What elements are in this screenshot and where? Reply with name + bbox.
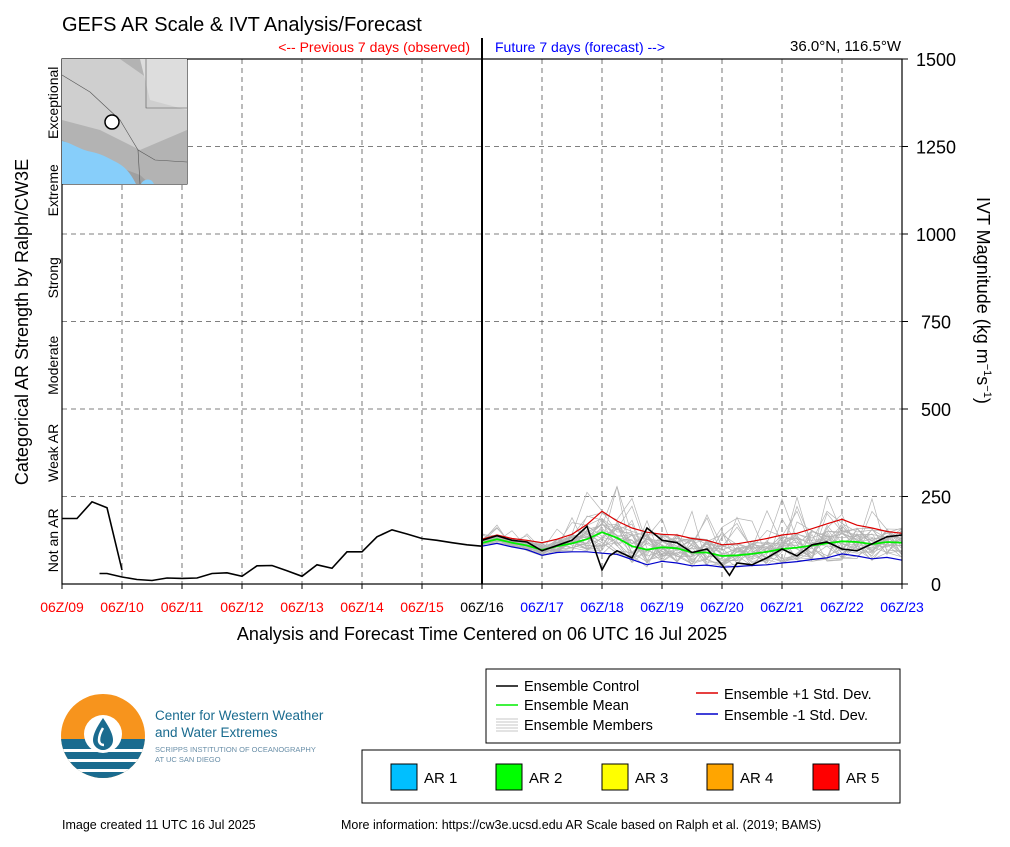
x-tick-label: 06Z/10 xyxy=(100,599,144,615)
x-tick-label: 06Z/18 xyxy=(580,599,624,615)
y-tick-label: 500 xyxy=(921,400,951,420)
ensemble-member-line xyxy=(481,512,903,561)
category-label: Extreme xyxy=(45,164,61,216)
ar-scale-label: AR 1 xyxy=(424,770,457,787)
ar-scale-label: AR 5 xyxy=(846,770,879,787)
ensemble-member-line xyxy=(481,519,903,568)
observed-ivt-line xyxy=(62,500,123,571)
ar-scale-label: AR 4 xyxy=(740,770,773,787)
ensemble-member-line xyxy=(481,513,903,564)
y-tick-label: 750 xyxy=(921,313,951,333)
minus-std-line xyxy=(481,542,903,568)
x-tick-label: 06Z/21 xyxy=(760,599,804,615)
chart-title: GEFS AR Scale & IVT Analysis/Forecast xyxy=(62,14,422,36)
x-tick-label: 06Z/15 xyxy=(400,599,444,615)
x-tick-label: 06Z/22 xyxy=(820,599,864,615)
ar-scale-swatch xyxy=(390,763,418,791)
x-tick-label: 06Z/12 xyxy=(220,599,264,615)
legend-plus-std-label: Ensemble +1 Std. Dev. xyxy=(724,687,872,703)
location-marker xyxy=(104,114,120,130)
y-tick-label: 1250 xyxy=(916,138,956,158)
x-tick-label: 06Z/17 xyxy=(520,599,564,615)
legend-members-label: Ensemble Members xyxy=(524,718,653,734)
more-information: More information: https://cw3e.ucsd.edu … xyxy=(341,818,821,832)
location-label: 36.0°N, 116.5°W xyxy=(790,38,902,55)
legend-mean-label: Ensemble Mean xyxy=(524,698,629,714)
ar-scale-swatch xyxy=(706,763,734,791)
x-tick-label: 06Z/16 xyxy=(460,599,504,615)
y-tick-label: 1500 xyxy=(916,50,956,70)
category-label: Weak AR xyxy=(45,424,61,482)
image-created: Image created 11 UTC 16 Jul 2025 xyxy=(62,818,256,832)
ensemble-member-line xyxy=(481,519,903,566)
cw3e-logo xyxy=(61,694,145,778)
series-lines xyxy=(62,500,903,582)
right-axis: 0 250 500 750 1000 1250 1500 xyxy=(902,50,956,595)
previous-days-label: <-- Previous 7 days (observed) xyxy=(278,39,470,55)
x-tick-label: 06Z/23 xyxy=(880,599,924,615)
logo-line3: SCRIPPS INSTITUTION OF OCEANOGRAPHY xyxy=(155,745,316,754)
right-axis-label: IVT Magnitude (kg m−1s−1) xyxy=(973,197,993,404)
logo-line2: and Water Extremes xyxy=(155,725,278,740)
ensemble-members xyxy=(481,485,903,568)
logo-line4: AT UC SAN DIEGO xyxy=(155,755,221,764)
ar-scale-label: AR 2 xyxy=(529,770,562,787)
category-label: Moderate xyxy=(45,336,61,395)
ar-category-labels: Not an AR Weak AR Moderate Strong Extreme Exc… xyxy=(45,67,61,573)
y-tick-label: 250 xyxy=(921,488,951,508)
inset-map xyxy=(61,58,188,185)
svg-text:IVT Magnitude (kg m−1s−1): IVT Magnitude (kg m−1s−1) xyxy=(973,197,993,404)
logo-line1: Center for Western Weather xyxy=(155,708,324,723)
y-tick-label: 1000 xyxy=(916,225,956,245)
y-tick-label: 0 xyxy=(931,575,941,595)
grid-lines xyxy=(62,59,902,584)
ar-scale-legend: AR 1 AR 2 AR 3 AR 4 AR 5 xyxy=(361,749,901,804)
ensemble-member-line xyxy=(481,497,903,565)
legend-members-swatch xyxy=(496,718,518,732)
legend-minus-std-label: Ensemble -1 Std. Dev. xyxy=(724,708,868,724)
x-tick-label: 06Z/14 xyxy=(340,599,384,615)
x-tick-label: 06Z/13 xyxy=(280,599,324,615)
legend-control-label: Ensemble Control xyxy=(524,679,639,695)
ensemble-member-line xyxy=(481,510,903,566)
series-legend: Ensemble Control Ensemble Mean Ensemble … xyxy=(485,668,901,744)
ensemble-member-line xyxy=(481,485,903,565)
ar-scale-swatch xyxy=(495,763,523,791)
x-tick-label: 06Z/09 xyxy=(40,599,84,615)
x-tick-label: 06Z/20 xyxy=(700,599,744,615)
x-tick-label: 06Z/19 xyxy=(640,599,684,615)
future-days-label: Future 7 days (forecast) --> xyxy=(495,39,665,55)
category-label: Not an AR xyxy=(45,508,61,572)
ar-scale-label: AR 3 xyxy=(635,770,668,787)
plus-std-line xyxy=(481,510,903,546)
ar-scale-swatch xyxy=(601,763,629,791)
ar-scale-swatch xyxy=(812,763,840,791)
ensemble-member-line xyxy=(481,523,903,565)
category-label: Exceptional xyxy=(45,67,61,139)
ensemble-control-line xyxy=(481,524,903,577)
category-label: Strong xyxy=(45,257,61,298)
x-axis: 06Z/09 06Z/10 06Z/11 06Z/12 06Z/13 06Z/14 06Z/… xyxy=(40,584,924,615)
left-axis-label: Categorical AR Strength by Ralph/CW3E xyxy=(12,159,32,485)
x-axis-label: Analysis and Forecast Time Centered on 0… xyxy=(237,624,727,644)
x-tick-label: 06Z/11 xyxy=(161,599,204,615)
observed-ivt-line xyxy=(99,528,483,582)
